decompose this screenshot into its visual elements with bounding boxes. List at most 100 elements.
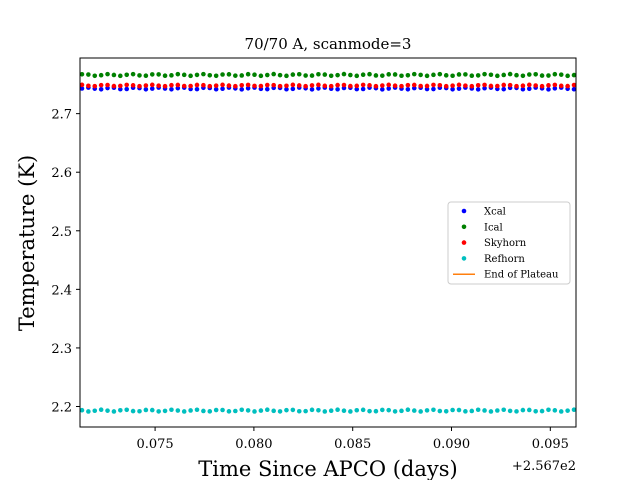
data-point	[130, 408, 136, 414]
data-point	[124, 82, 130, 88]
data-point	[239, 83, 245, 88]
data-point	[233, 73, 238, 78]
data-point	[392, 72, 398, 77]
data-point	[501, 86, 507, 92]
data-point	[156, 409, 161, 414]
data-point	[373, 73, 379, 78]
data-point	[341, 71, 347, 77]
data-point	[86, 83, 91, 89]
data-point	[143, 83, 149, 88]
data-point	[482, 82, 487, 88]
data-point	[443, 409, 449, 414]
data-point	[328, 73, 334, 79]
data-point	[558, 72, 564, 77]
data-point	[303, 408, 308, 414]
data-point	[245, 85, 251, 91]
data-point	[424, 83, 430, 89]
data-point	[252, 72, 257, 78]
data-point	[526, 407, 532, 413]
data-point	[105, 408, 110, 413]
data-point	[143, 407, 149, 413]
data-point	[162, 408, 168, 414]
data-point	[98, 86, 104, 92]
x-axis-label: Time Since APCO (days)	[198, 457, 457, 480]
x-tick-label: 0.080	[235, 437, 272, 452]
data-point	[309, 73, 315, 78]
data-point	[181, 72, 187, 78]
data-point	[105, 71, 110, 77]
data-point	[514, 409, 519, 414]
plot-border	[79, 57, 577, 428]
data-point	[194, 407, 200, 413]
data-point	[360, 407, 366, 413]
data-point	[360, 82, 366, 88]
data-point	[137, 73, 142, 78]
data-point	[533, 83, 538, 88]
data-point	[79, 82, 85, 88]
data-point	[79, 72, 85, 77]
data-point	[175, 82, 181, 88]
data-point	[303, 73, 308, 78]
data-point	[277, 409, 283, 414]
data-point	[488, 83, 494, 89]
data-point	[380, 83, 385, 88]
data-point	[380, 407, 385, 413]
data-point	[507, 71, 513, 77]
data-point	[354, 83, 360, 89]
data-point	[354, 86, 360, 92]
data-point	[284, 407, 289, 413]
data-point	[456, 82, 462, 88]
data-point	[475, 407, 481, 413]
data-point	[526, 72, 532, 77]
data-point	[316, 86, 321, 91]
data-point	[290, 82, 296, 88]
data-point	[124, 407, 130, 413]
data-point	[533, 71, 538, 77]
data-point	[360, 86, 366, 92]
data-point	[105, 82, 110, 88]
y-tick-label: 2.7	[51, 108, 72, 123]
data-point	[380, 73, 385, 78]
data-point	[354, 407, 360, 413]
data-point	[456, 72, 462, 77]
data-point	[507, 408, 513, 414]
legend-marker	[461, 256, 467, 261]
data-point	[309, 87, 315, 92]
data-point	[520, 407, 526, 413]
data-point	[296, 71, 302, 77]
data-point	[149, 82, 155, 88]
data-point	[501, 72, 507, 78]
data-point	[156, 83, 161, 88]
data-point	[245, 408, 251, 413]
data-point	[226, 409, 232, 414]
data-point	[188, 73, 193, 79]
data-point	[111, 409, 117, 414]
data-point	[284, 83, 289, 89]
data-point	[463, 72, 468, 77]
data-point	[322, 409, 328, 414]
data-point	[546, 83, 551, 88]
legend-label: Refhorn	[484, 254, 525, 265]
data-point	[495, 408, 500, 413]
data-point	[220, 82, 225, 88]
data-point	[405, 407, 411, 413]
data-point	[571, 86, 577, 92]
data-point	[520, 73, 526, 79]
legend: Xcal Ical Skyhorn Refhorn End of Plateau	[447, 201, 571, 285]
data-point	[360, 72, 366, 78]
data-point	[169, 87, 174, 92]
data-point	[277, 72, 283, 78]
data-point	[443, 73, 449, 78]
data-point	[367, 71, 372, 77]
data-point	[277, 83, 283, 89]
data-point	[443, 83, 449, 89]
data-point	[118, 408, 123, 413]
data-point	[264, 407, 270, 413]
data-point	[386, 86, 392, 91]
data-point	[565, 83, 570, 89]
data-point	[322, 83, 328, 89]
data-point	[220, 86, 225, 92]
data-point	[239, 407, 245, 413]
data-point	[488, 72, 494, 78]
